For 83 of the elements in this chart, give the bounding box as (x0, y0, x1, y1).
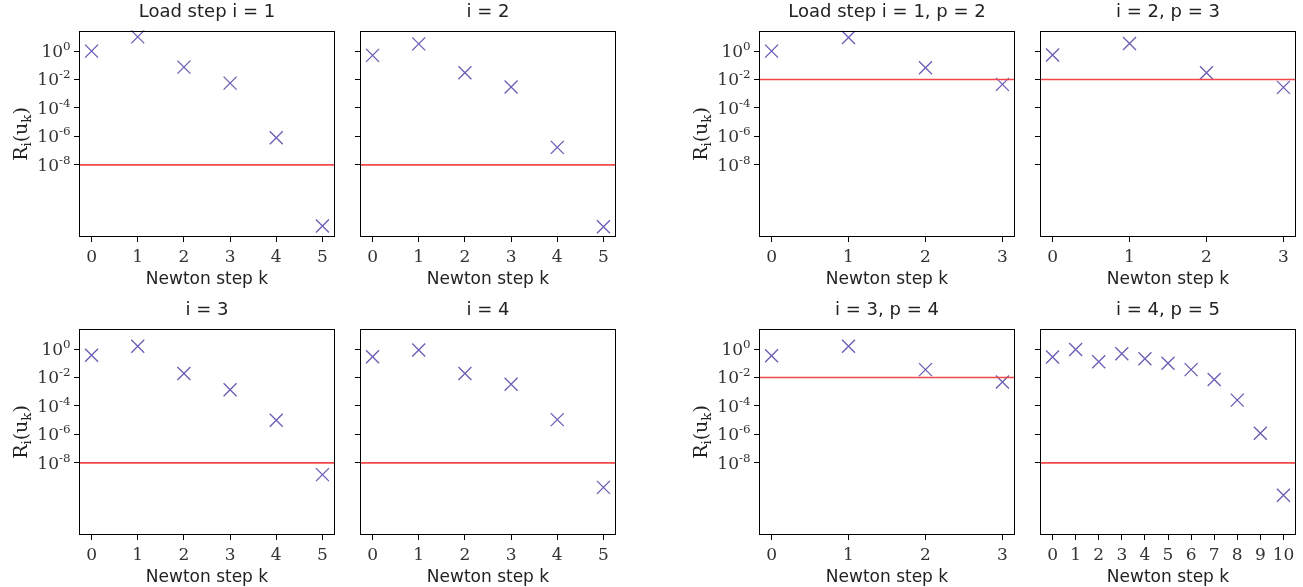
x-tick-label: 3 (997, 246, 1008, 267)
x-tick-label: 1 (843, 544, 854, 565)
chart-title: i = 2 (466, 0, 510, 21)
x-tick-label: 3 (224, 246, 236, 267)
y-tick-label: 10$^{-6}$ (717, 422, 751, 445)
x-tick-label: 5 (317, 544, 328, 565)
x-tick-label: 6 (1185, 544, 1197, 565)
x-tick-label: 8 (1231, 544, 1243, 565)
chart-title: i = 4, p = 5 (1116, 297, 1220, 319)
x-tick-label: 2 (1093, 544, 1105, 565)
x-tick-label: 4 (551, 246, 563, 267)
y-tick-label: 10$^{-4}$ (37, 95, 71, 118)
y-tick-label: 10$^{-2}$ (37, 67, 71, 90)
y-tick-label: 10$^{-4}$ (717, 95, 751, 118)
x-tick-label: 0 (86, 544, 97, 565)
y-tick-label: 10$^{0}$ (41, 38, 71, 62)
x-tick-label: 5 (317, 246, 328, 267)
y-tick-label: 10$^{0}$ (721, 336, 751, 360)
x-tick-label: 10 (1272, 544, 1295, 565)
x-tick-label: 3 (1278, 246, 1289, 267)
x-tick-label: 0 (766, 246, 777, 267)
x-tick-label: 9 (1254, 544, 1266, 565)
y-tick-label: 10$^{-2}$ (717, 67, 751, 90)
x-tick-label: 2 (920, 246, 931, 267)
x-tick-label: 3 (505, 246, 517, 267)
x-axis-title: Newton step k (1106, 267, 1230, 288)
x-tick-label: 1 (413, 246, 425, 267)
x-tick-label: 0 (86, 246, 97, 267)
x-tick-label: 1 (843, 246, 854, 267)
chart-title: Load step i = 1, p = 2 (788, 0, 986, 21)
y-tick-label: 10$^{-6}$ (37, 422, 71, 445)
x-tick-label: 4 (1139, 544, 1151, 565)
y-tick-label: 10$^{-8}$ (37, 450, 71, 473)
x-tick-label: 2 (178, 544, 190, 565)
chart-title: i = 3, p = 4 (835, 297, 939, 319)
y-tick-label: 10$^{-4}$ (37, 393, 71, 416)
y-tick-label: 10$^{0}$ (41, 336, 71, 360)
chart-title: i = 4 (466, 297, 510, 319)
y-tick-label: 10$^{-8}$ (37, 152, 71, 175)
x-tick-label: 5 (1162, 544, 1174, 565)
x-tick-label: 1 (1124, 246, 1135, 267)
x-tick-label: 0 (367, 246, 378, 267)
x-tick-label: 5 (598, 544, 609, 565)
y-tick-label: 10$^{-2}$ (717, 365, 751, 388)
x-tick-label: 4 (270, 544, 282, 565)
x-axis-title: Newton step k (825, 565, 949, 586)
chart-title: i = 2, p = 3 (1116, 0, 1220, 21)
x-tick-label: 3 (505, 544, 517, 565)
chart-title: Load step i = 1 (138, 0, 276, 21)
x-tick-label: 3 (997, 544, 1008, 565)
x-tick-label: 2 (459, 544, 471, 565)
x-tick-label: 4 (270, 246, 282, 267)
x-tick-label: 0 (1047, 544, 1058, 565)
x-tick-label: 3 (224, 544, 236, 565)
y-tick-label: 10$^{0}$ (721, 38, 751, 62)
x-tick-label: 0 (1047, 246, 1058, 267)
x-tick-label: 5 (598, 246, 609, 267)
x-tick-label: 1 (413, 544, 425, 565)
x-axis-title: Newton step k (145, 267, 269, 288)
y-tick-label: 10$^{-8}$ (717, 152, 751, 175)
x-tick-label: 0 (766, 544, 777, 565)
x-axis-title: Newton step k (825, 267, 949, 288)
x-tick-label: 2 (178, 246, 190, 267)
y-tick-label: 10$^{-8}$ (717, 450, 751, 473)
x-tick-label: 0 (367, 544, 378, 565)
y-tick-label: 10$^{-6}$ (717, 124, 751, 147)
x-tick-label: 2 (459, 246, 471, 267)
x-tick-label: 4 (551, 544, 563, 565)
x-tick-label: 1 (1070, 544, 1082, 565)
x-axis-title: Newton step k (1106, 565, 1230, 586)
x-axis-title: Newton step k (426, 565, 550, 586)
x-tick-label: 1 (132, 544, 144, 565)
y-tick-label: 10$^{-6}$ (37, 124, 71, 147)
x-tick-label: 3 (1116, 544, 1128, 565)
y-tick-label: 10$^{-2}$ (37, 365, 71, 388)
x-axis-title: Newton step k (426, 267, 550, 288)
chart-title: i = 3 (185, 297, 229, 319)
x-tick-label: 2 (1201, 246, 1212, 267)
x-tick-label: 2 (920, 544, 931, 565)
x-axis-title: Newton step k (145, 565, 269, 586)
y-tick-label: 10$^{-4}$ (717, 393, 751, 416)
x-tick-label: 7 (1208, 544, 1220, 565)
x-tick-label: 1 (132, 246, 144, 267)
